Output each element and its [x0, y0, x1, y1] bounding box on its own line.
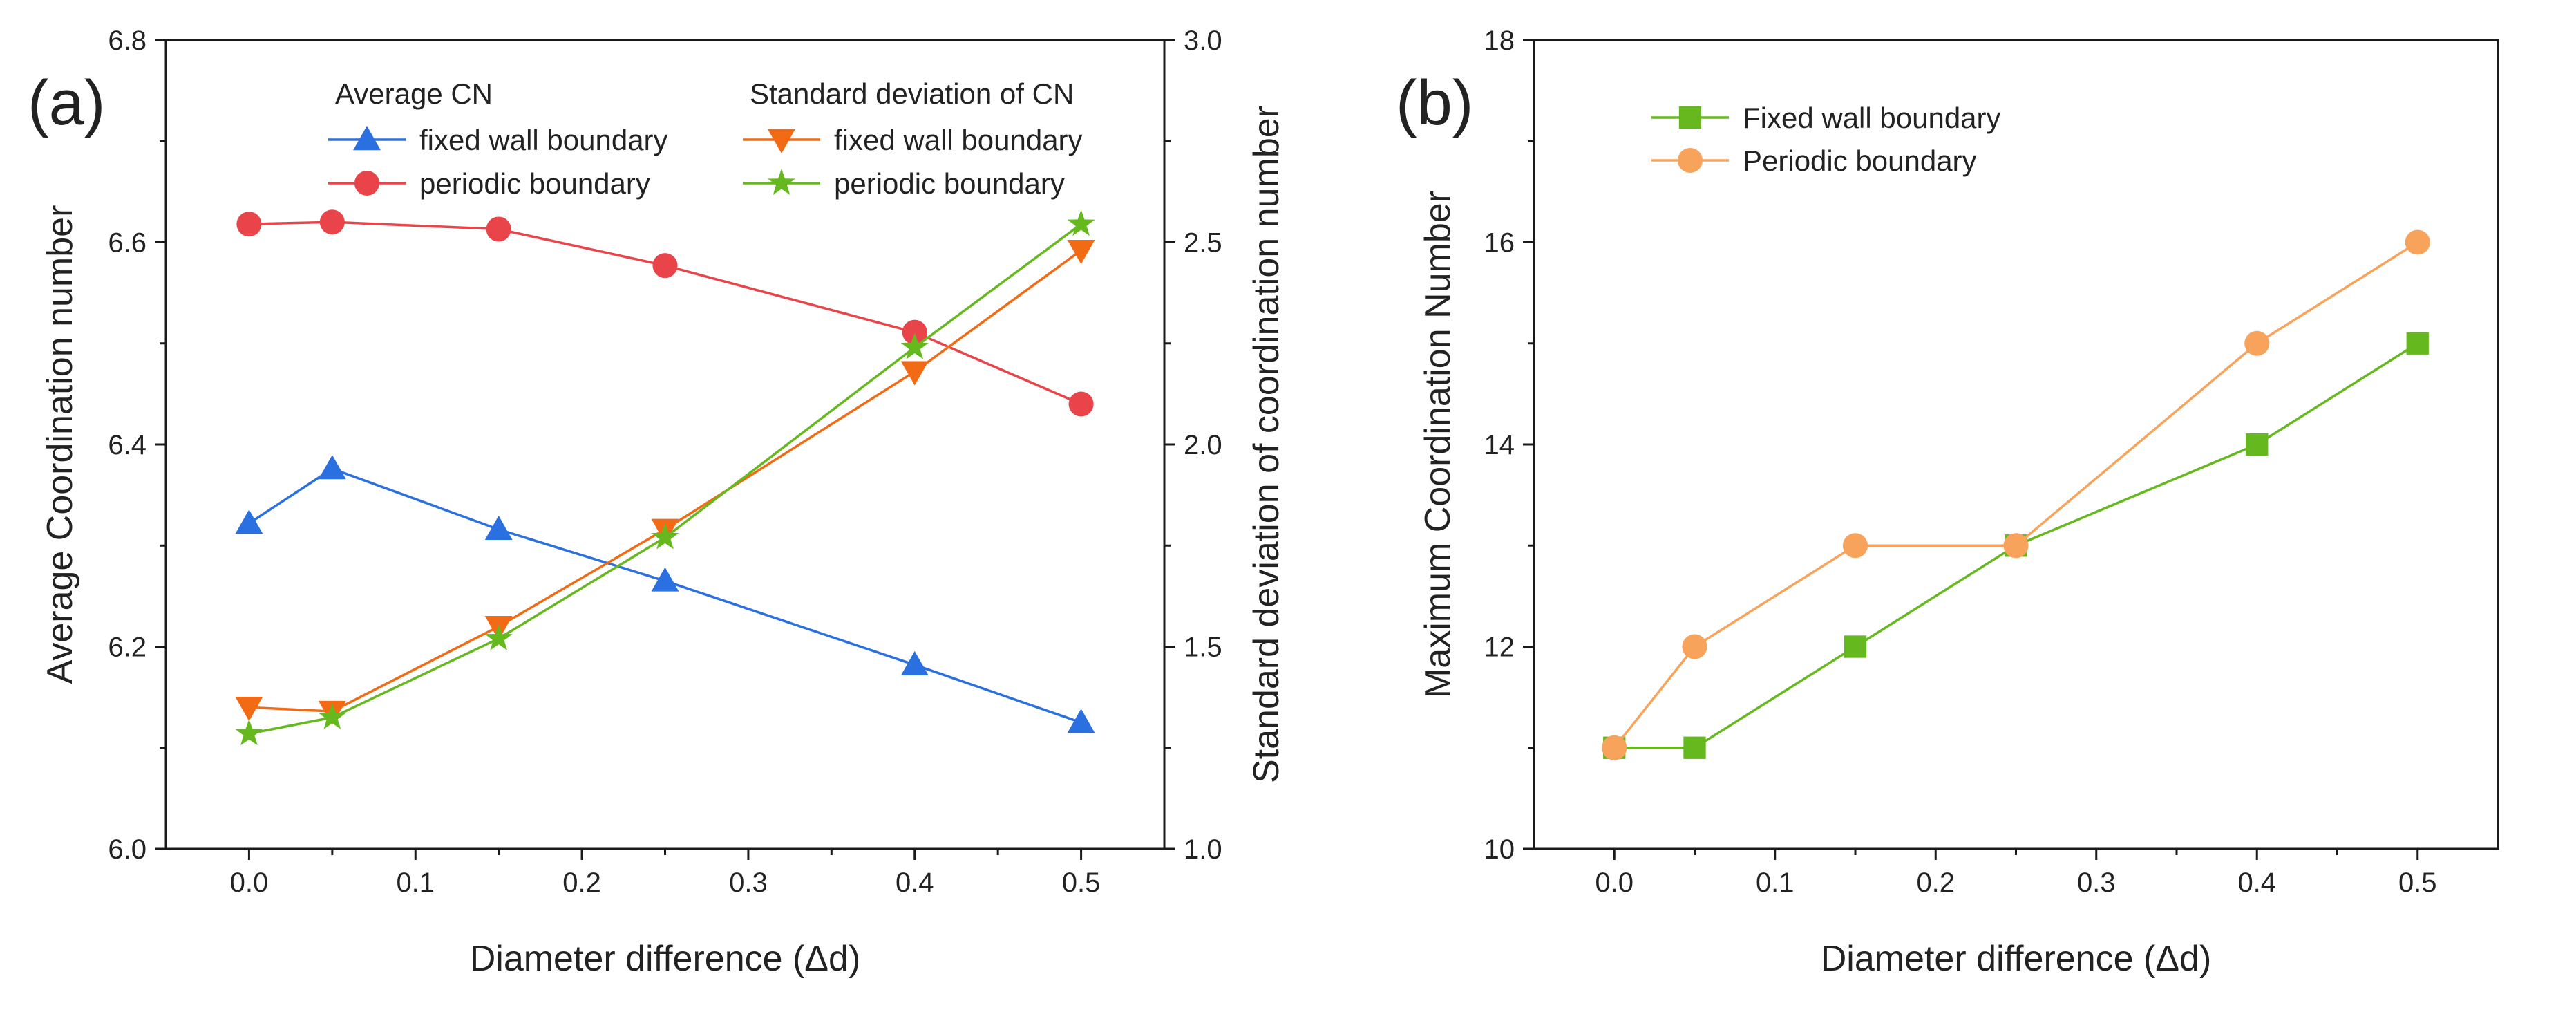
data-point: [235, 697, 263, 722]
y-left-tick-label: 6.6: [108, 228, 146, 259]
panel-label: (a): [28, 68, 105, 138]
x-axis-label: Diameter difference (Δd): [470, 939, 861, 979]
legend-marker: [354, 170, 380, 196]
series-1: [1602, 229, 2430, 760]
legend-label: Periodic boundary: [1743, 144, 1977, 177]
data-point: [1683, 736, 1706, 759]
x-tick-label: 0.2: [562, 868, 601, 898]
series-line: [248, 467, 1082, 724]
legend-group-title: Average CN: [335, 77, 493, 110]
data-point: [1067, 709, 1095, 733]
x-tick-label: 0.3: [729, 868, 768, 898]
y-tick-label: 14: [1484, 430, 1515, 460]
panel-a-chart: 0.0 0.1 0.2 0.3 0.4 0.5 6.0 6.2 6.4 6.6 6.8 1.0 1.5 2…: [28, 26, 1287, 979]
legend-marker: [1678, 106, 1702, 129]
x-tick-label: 0.1: [396, 868, 435, 898]
x-tick-label: 0.0: [230, 868, 269, 898]
legend-label: Fixed wall boundary: [1743, 102, 2001, 134]
series-0: [235, 455, 1095, 733]
series-line: [249, 249, 1082, 713]
legend-group-title: Standard deviation of CN: [750, 77, 1074, 110]
legend-marker: [768, 129, 795, 153]
data-point: [484, 624, 513, 650]
panel-label: (b): [1396, 68, 1473, 138]
x-tick-label: 0.3: [2077, 868, 2116, 898]
series-line: [249, 221, 1082, 406]
data-point: [319, 209, 345, 235]
data-point: [902, 319, 927, 345]
data-point: [1842, 533, 1868, 559]
legend-marker: [1677, 147, 1703, 174]
x-tick-label: 0.2: [1916, 868, 1955, 898]
data-point: [651, 567, 679, 592]
y-right-tick-label: 2.0: [1184, 430, 1222, 460]
series-line: [1614, 342, 2418, 749]
data-point: [900, 332, 929, 359]
data-point: [1067, 209, 1095, 236]
plot-frame: [164, 39, 1166, 850]
x-axis-label: Diameter difference (Δd): [1821, 939, 2212, 979]
legend-label: fixed wall boundary: [419, 124, 668, 156]
y-left-tick-label: 6.2: [108, 632, 146, 663]
data-point: [2244, 330, 2270, 356]
legend-label: fixed wall boundary: [834, 124, 1083, 156]
data-point: [652, 253, 678, 279]
data-point: [900, 361, 929, 386]
data-point: [900, 650, 929, 676]
x-tick-label: 0.4: [896, 868, 934, 898]
y-left-tick-label: 6.0: [108, 834, 146, 865]
series-line: [249, 223, 1082, 735]
data-point: [1602, 735, 1627, 760]
data-point: [1844, 635, 1867, 658]
data-point: [484, 515, 513, 541]
y-left-axis-label: Average Coordination number: [40, 205, 80, 684]
data-point: [235, 509, 263, 534]
y-tick-label: 10: [1484, 834, 1515, 865]
x-tick-label: 0.5: [2398, 868, 2437, 898]
data-point: [236, 212, 262, 237]
x-tick-label: 0.1: [1756, 868, 1794, 898]
data-point: [651, 523, 679, 550]
data-point: [486, 216, 511, 242]
legend-marker: [353, 126, 381, 151]
data-point: [2406, 332, 2429, 355]
y-right-tick-label: 3.0: [1184, 26, 1222, 56]
data-point: [2003, 533, 2029, 559]
y-right-tick-label: 2.5: [1184, 228, 1222, 259]
data-point: [1682, 634, 1707, 659]
y-left-tick-label: 6.8: [108, 26, 146, 56]
data-point: [2246, 433, 2269, 456]
y-tick-label: 18: [1484, 26, 1515, 56]
y-axis-label: Maximum Coordination Number: [1418, 191, 1458, 698]
data-point: [318, 702, 346, 729]
y-right-axis-label: Standard deviation of coordination numbe…: [1247, 106, 1287, 783]
data-point: [2405, 229, 2430, 255]
series-3: [235, 209, 1095, 746]
x-tick-label: 0.0: [1595, 868, 1633, 898]
legend-label: periodic boundary: [419, 167, 650, 200]
legend-label: periodic boundary: [834, 167, 1065, 200]
x-tick-label: 0.4: [2237, 868, 2276, 898]
series-2: [235, 240, 1095, 726]
y-right-tick-label: 1.0: [1184, 834, 1222, 865]
x-tick-label: 0.5: [1062, 868, 1101, 898]
data-point: [1067, 240, 1095, 265]
panel-b-chart: 0.0 0.1 0.2 0.3 0.4 0.5 10 12 14 16 18 Diameter dif…: [1396, 26, 2499, 979]
y-left-tick-label: 6.4: [108, 430, 146, 460]
series-line: [1613, 241, 2418, 749]
data-point: [235, 719, 263, 746]
data-point: [1068, 391, 1094, 417]
data-point: [318, 455, 346, 480]
legend-marker: [768, 169, 795, 195]
series-1: [236, 209, 1094, 417]
y-right-tick-label: 1.5: [1184, 632, 1222, 663]
y-tick-label: 12: [1484, 632, 1515, 663]
y-tick-label: 16: [1484, 228, 1515, 259]
